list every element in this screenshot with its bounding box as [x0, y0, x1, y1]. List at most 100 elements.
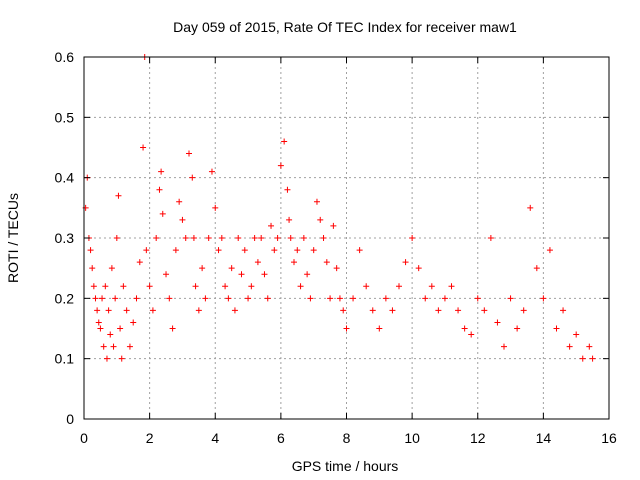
data-point	[235, 235, 242, 241]
data-point	[363, 283, 370, 290]
data-point	[212, 204, 219, 211]
data-point	[402, 259, 409, 266]
data-point	[277, 162, 284, 169]
data-point	[415, 265, 422, 272]
y-tick-label: 0.5	[55, 109, 75, 125]
data-point	[428, 283, 435, 290]
data-point	[166, 295, 173, 302]
data-point	[396, 283, 402, 290]
data-point	[205, 235, 212, 241]
data-point	[333, 265, 340, 272]
data-point	[343, 325, 350, 332]
x-tick-label: 8	[343, 430, 351, 446]
x-tick-labels: 0 2 4 6 8 10 12 14 16	[80, 430, 617, 446]
data-point	[271, 247, 278, 254]
data-point	[248, 283, 255, 290]
data-point	[103, 355, 110, 362]
x-tick-label: 4	[211, 430, 219, 446]
data-point	[202, 295, 209, 302]
data-point	[573, 331, 580, 338]
data-point	[149, 307, 156, 314]
data-point	[409, 235, 416, 241]
data-point	[300, 235, 307, 241]
data-point	[304, 271, 311, 278]
data-point	[117, 325, 124, 332]
x-tick-label: 0	[80, 430, 88, 446]
x-axis-title: GPS time / hours	[292, 458, 399, 474]
data-point	[143, 247, 150, 254]
data-point	[225, 295, 232, 302]
data-point	[507, 295, 514, 302]
data-point	[95, 319, 102, 326]
data-point	[287, 235, 294, 241]
data-point	[540, 295, 547, 302]
data-point	[455, 307, 462, 314]
data-point	[356, 247, 363, 254]
data-point	[112, 295, 119, 302]
data-point	[441, 295, 448, 302]
x-tick-label: 10	[404, 430, 420, 446]
data-point	[566, 343, 573, 350]
data-point	[297, 283, 304, 290]
data-point	[350, 295, 357, 302]
data-point	[89, 265, 96, 272]
data-point	[192, 283, 199, 290]
data-point	[126, 343, 133, 350]
data-point	[215, 247, 222, 254]
data-point	[579, 355, 586, 362]
data-point	[310, 247, 317, 254]
data-point	[448, 283, 455, 290]
data-point	[586, 343, 593, 350]
data-point	[251, 235, 258, 241]
data-point	[320, 235, 327, 241]
data-point	[514, 325, 521, 332]
data-point	[90, 283, 97, 290]
data-point	[501, 343, 507, 350]
data-points	[82, 54, 596, 362]
data-point	[382, 295, 389, 302]
data-point	[294, 247, 301, 254]
y-tick-label: 0.3	[55, 230, 75, 246]
data-point	[97, 325, 104, 332]
data-point	[327, 295, 334, 302]
data-point	[105, 307, 112, 314]
data-point	[118, 355, 125, 362]
data-point	[533, 265, 540, 272]
data-point	[186, 150, 192, 157]
x-tick-label: 14	[536, 430, 552, 446]
data-point	[156, 186, 163, 193]
data-point	[284, 186, 291, 193]
data-point	[133, 295, 140, 302]
chart-title: Day 059 of 2015, Rate Of TEC Index for r…	[173, 19, 517, 35]
data-point	[123, 307, 130, 314]
data-point	[520, 307, 527, 314]
data-point	[158, 168, 165, 175]
data-point	[87, 247, 94, 254]
data-point	[190, 235, 197, 241]
data-point	[481, 307, 488, 314]
data-point	[218, 235, 225, 241]
data-point	[274, 235, 281, 241]
data-point	[553, 325, 560, 332]
data-point	[281, 138, 288, 145]
data-point	[474, 295, 481, 302]
data-point	[245, 295, 252, 302]
data-point	[159, 210, 166, 217]
data-point	[231, 307, 238, 314]
x-tick-label: 6	[277, 430, 285, 446]
y-tick-label: 0	[66, 411, 74, 427]
data-point	[182, 235, 189, 241]
data-point	[317, 216, 324, 223]
grid	[84, 57, 609, 419]
data-point	[313, 198, 320, 205]
data-point	[376, 325, 383, 332]
data-point	[222, 283, 229, 290]
data-point	[468, 331, 475, 338]
data-point	[527, 204, 534, 211]
data-point	[291, 259, 297, 266]
data-point	[102, 283, 109, 290]
data-point	[261, 271, 268, 278]
data-point	[389, 307, 396, 314]
data-point	[589, 355, 596, 362]
